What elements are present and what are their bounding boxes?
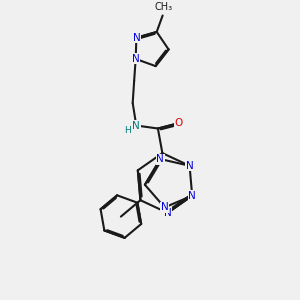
Text: N: N: [132, 121, 140, 130]
Text: N: N: [132, 54, 140, 64]
Text: N: N: [188, 191, 196, 201]
Text: N: N: [186, 161, 194, 171]
Text: N: N: [164, 208, 172, 218]
Text: H: H: [124, 126, 131, 135]
Text: CH₃: CH₃: [154, 2, 172, 12]
Text: N: N: [157, 154, 164, 164]
Text: N: N: [133, 33, 140, 43]
Text: N: N: [161, 202, 168, 212]
Text: O: O: [175, 118, 183, 128]
